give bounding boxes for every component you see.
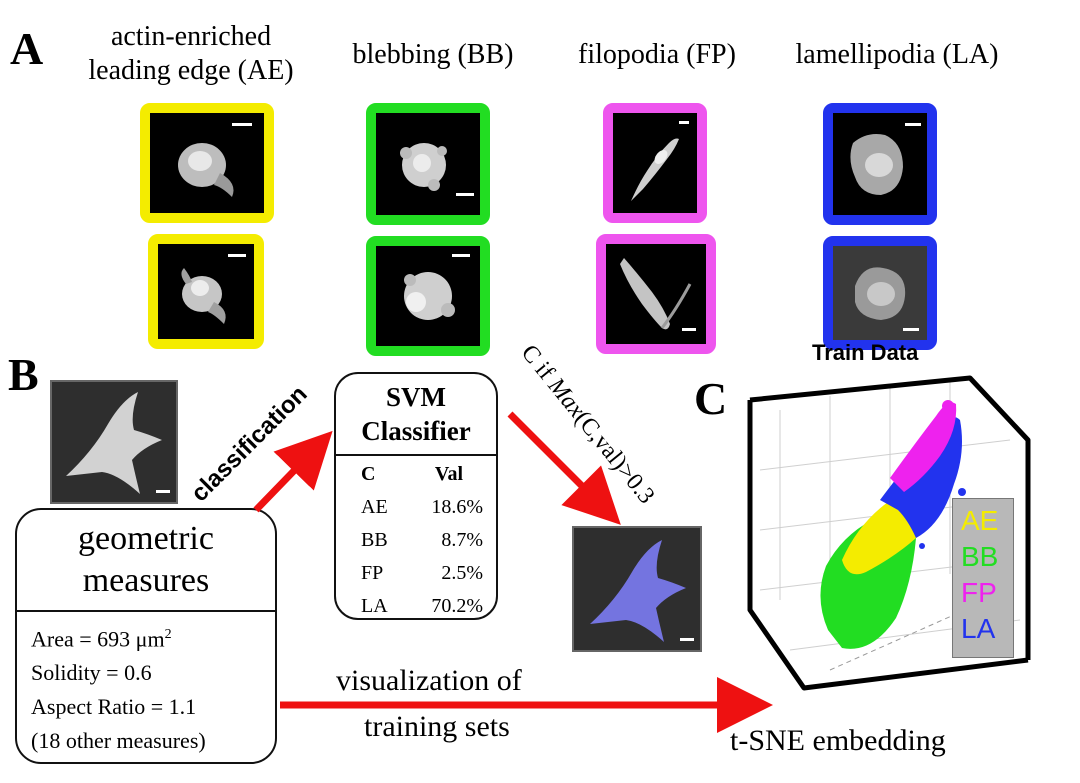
tsne-legend: AE BB FP LA xyxy=(952,498,1014,658)
geometric-measures-box: geometric measures Area = 693 μm2 Solidi… xyxy=(15,508,277,764)
svm-row-val: 2.5% xyxy=(441,562,483,584)
svm-header-val: Val xyxy=(434,463,464,485)
geometric-other: (18 other measures) xyxy=(31,728,206,754)
bb-cell-image-2 xyxy=(366,236,490,356)
fp-cell-image-2 xyxy=(596,234,716,354)
geometric-solidity: Solidity = 0.6 xyxy=(31,660,152,686)
classified-cell-image xyxy=(572,526,702,652)
legend-bb: BB xyxy=(961,541,999,572)
tsne-plot xyxy=(747,375,1031,691)
legend-la: LA xyxy=(961,613,996,644)
geometric-area: Area = 693 μm2 xyxy=(31,618,275,656)
classification-arrow xyxy=(253,430,333,513)
panel-b-label: B xyxy=(8,349,39,400)
ae-cell-image-2 xyxy=(148,234,264,349)
category-title-fp: filopodia (FP) xyxy=(578,39,736,70)
svm-title-line2: Classifier xyxy=(361,416,471,446)
svm-title-line1: SVM xyxy=(386,382,446,412)
category-title-ae-line2: leading edge (AE) xyxy=(88,55,294,86)
svm-row: AE 18.6% xyxy=(360,491,484,524)
tsne-embedding-label: t-SNE embedding xyxy=(730,724,946,757)
svm-header-row: C Val xyxy=(360,458,484,491)
geometric-divider xyxy=(17,610,275,612)
svm-row: LA 70.2% xyxy=(360,590,484,623)
tsne-points xyxy=(820,400,966,649)
la-cell-image-1 xyxy=(823,103,937,225)
svm-row-val: 70.2% xyxy=(431,595,483,617)
visualization-caption-line1: visualization of xyxy=(336,664,522,697)
panel-c-label: C xyxy=(694,373,728,424)
svm-row-val: 18.6% xyxy=(431,496,483,518)
geometric-area-sup: 2 xyxy=(164,627,172,642)
svm-table: C Val AE 18.6% BB 8.7% FP 2.5% LA 70.2% xyxy=(360,458,484,623)
tsne-box xyxy=(747,375,1031,691)
train-data-title: Train Data xyxy=(812,340,919,365)
geometric-title-line2: measures xyxy=(82,562,210,599)
svm-row-c: FP xyxy=(361,562,384,584)
fp-cell-image-1 xyxy=(603,103,707,223)
la-cell-image-2 xyxy=(823,236,937,350)
geometric-area-text: Area = 693 μm xyxy=(31,626,165,652)
category-title-la: lamellipodia (LA) xyxy=(795,39,999,70)
svm-row-val: 8.7% xyxy=(441,529,483,551)
visualization-caption-line2: training sets xyxy=(364,710,510,743)
svm-row-c: AE xyxy=(361,496,388,518)
geometric-title-line1: geometric xyxy=(78,520,214,557)
svm-header-c: C xyxy=(361,463,376,485)
legend-ae: AE xyxy=(961,505,999,536)
ae-cell-image-1 xyxy=(140,103,274,223)
svm-row: BB 8.7% xyxy=(360,524,484,557)
input-cell-image xyxy=(50,380,178,504)
svm-row-c: BB xyxy=(361,529,388,551)
svm-divider xyxy=(336,454,496,456)
category-title-ae-line1: actin-enriched xyxy=(110,21,272,52)
legend-fp: FP xyxy=(961,577,997,608)
svm-row: FP 2.5% xyxy=(360,557,484,590)
panel-a-label: A xyxy=(10,23,44,74)
svm-classifier-box: SVM Classifier C Val AE 18.6% BB 8.7% FP 2.… xyxy=(334,372,498,620)
svm-row-c: LA xyxy=(361,595,388,617)
category-title-bb: blebbing (BB) xyxy=(352,39,514,70)
geometric-aspect-ratio: Aspect Ratio = 1.1 xyxy=(31,694,197,720)
category-title-ae: actin-enriched leading edge (AE) xyxy=(58,20,324,88)
classify-result-arrow xyxy=(507,411,621,525)
bb-cell-image-1 xyxy=(366,103,490,225)
